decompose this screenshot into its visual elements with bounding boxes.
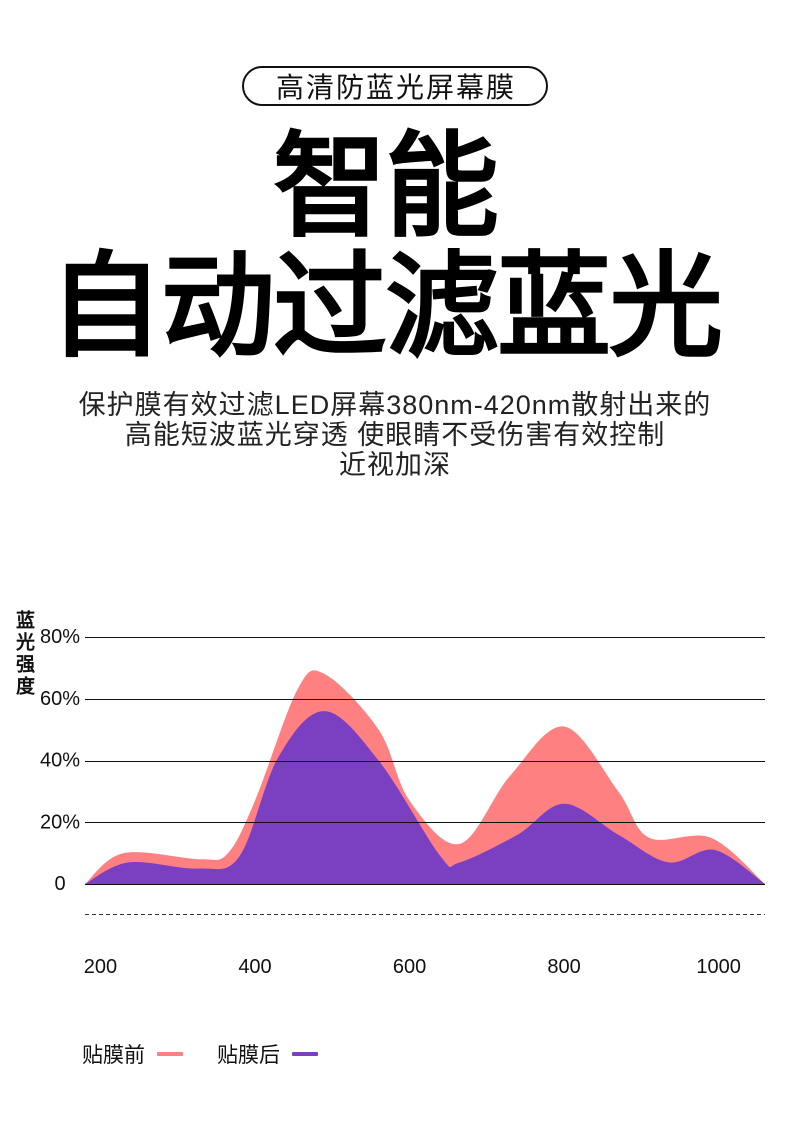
description-line: 高能短波蓝光穿透 使眼睛不受伤害有效控制 [124, 420, 666, 450]
x-tick-label: 600 [393, 956, 426, 978]
legend-item-before: 贴膜前 [82, 1039, 183, 1069]
headline-line-1: 智能 [272, 124, 499, 251]
headline: 智能 自动过滤蓝光 [0, 128, 790, 368]
description: 保护膜有效过滤LED屏幕380nm-420nm散射出来的 高能短波蓝光穿透 使眼… [0, 390, 790, 480]
legend-label: 贴膜后 [217, 1044, 280, 1067]
y-tick-label: 0 [54, 873, 65, 895]
description-line: 近视加深 [339, 450, 451, 480]
y-tick-label: 40% [40, 750, 80, 772]
legend-swatch-after [292, 1052, 318, 1056]
x-tick-label: 200 [84, 956, 117, 978]
description-line: 保护膜有效过滤LED屏幕380nm-420nm散射出来的 [78, 390, 712, 420]
legend-label: 贴膜前 [82, 1044, 145, 1067]
legend-swatch-before [157, 1052, 183, 1056]
headline-line-2: 自动过滤蓝光 [48, 244, 723, 371]
y-tick-label: 60% [40, 688, 80, 710]
legend-item-after: 贴膜后 [217, 1039, 318, 1069]
y-axis-label: 蓝光强度 [13, 610, 34, 698]
product-badge: 高清防蓝光屏幕膜 [242, 66, 548, 106]
y-tick-label: 80% [40, 626, 80, 648]
chart-legend: 贴膜前 贴膜后 [82, 1040, 352, 1068]
area-after-film [85, 711, 765, 884]
x-tick-label: 1000 [696, 956, 741, 978]
y-tick-label: 20% [40, 811, 80, 833]
blue-light-intensity-chart: 0 20% 40% 60% 80% 200 400 600 800 1000 [40, 626, 765, 978]
x-tick-label: 800 [547, 956, 580, 978]
badge-label: 高清防蓝光屏幕膜 [275, 72, 516, 103]
x-tick-label: 400 [238, 956, 271, 978]
